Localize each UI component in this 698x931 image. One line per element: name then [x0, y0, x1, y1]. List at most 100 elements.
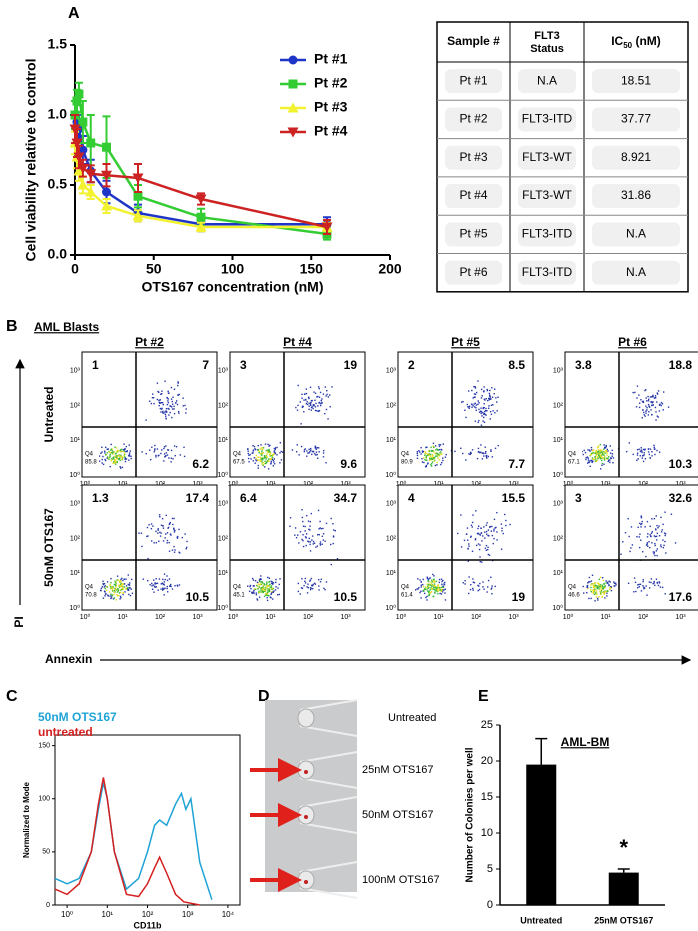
event-dot	[591, 574, 594, 576]
event-dot	[647, 533, 649, 535]
quadrant-value: 1.3	[92, 491, 109, 505]
event-dot	[318, 410, 321, 412]
event-dot	[609, 457, 612, 459]
event-dot	[124, 458, 126, 460]
event-dot	[114, 588, 116, 590]
event-dot	[665, 552, 667, 554]
event-dot	[437, 590, 439, 592]
event-dot	[477, 589, 479, 592]
x-tick-label: 25nM OTS167	[594, 915, 653, 925]
event-dot	[417, 578, 419, 580]
event-dot	[480, 397, 483, 399]
event-dot	[427, 584, 430, 586]
event-dot	[477, 543, 480, 545]
y-tick-label: 10⁰	[69, 471, 80, 479]
event-dot	[472, 587, 474, 590]
event-dot	[590, 584, 592, 586]
event-dot	[158, 404, 160, 407]
q4-value: 67.5	[233, 460, 245, 466]
event-dot	[597, 457, 599, 460]
event-dot	[608, 584, 610, 587]
event-dot	[654, 453, 656, 456]
event-dot	[254, 588, 257, 591]
event-dot	[661, 403, 664, 405]
event-dot	[263, 595, 266, 597]
x-axis-label: Annexin	[45, 652, 92, 666]
data-point	[132, 173, 144, 184]
event-dot	[597, 451, 599, 453]
event-dot	[658, 404, 661, 406]
event-dot	[321, 401, 323, 404]
event-dot	[258, 591, 261, 594]
event-dot	[305, 402, 308, 405]
event-dot	[590, 449, 593, 451]
x-tick-label: 10⁰	[396, 480, 407, 488]
quadrant-value: 10.3	[669, 457, 693, 471]
event-dot	[173, 531, 176, 533]
event-dot	[599, 443, 602, 446]
event-dot	[260, 587, 262, 589]
event-dot	[166, 585, 169, 588]
event-dot	[489, 418, 491, 420]
event-dot	[428, 453, 431, 455]
table-cell: N.A	[626, 227, 646, 241]
y-tick-label: 10¹	[218, 437, 229, 444]
event-dot	[595, 453, 598, 455]
event-dot	[183, 446, 185, 449]
event-dot	[645, 412, 647, 414]
event-dot	[269, 596, 272, 598]
event-dot	[303, 584, 305, 587]
event-dot	[264, 590, 266, 593]
event-dot	[185, 546, 188, 549]
event-dot	[472, 397, 474, 399]
event-dot	[587, 587, 589, 590]
event-dot	[438, 578, 441, 581]
event-dot	[595, 459, 597, 461]
event-dot	[159, 531, 161, 534]
event-dot	[154, 444, 156, 447]
event-dot	[265, 584, 267, 586]
event-dot	[604, 458, 606, 460]
event-dot	[183, 455, 186, 458]
event-dot	[171, 549, 174, 551]
event-dot	[270, 580, 272, 583]
row-label: Untreated	[42, 386, 56, 442]
event-dot	[601, 457, 603, 460]
x-tick-label: 10³	[340, 481, 351, 488]
event-dot	[439, 452, 441, 454]
event-dot	[142, 578, 145, 580]
event-dot	[431, 456, 434, 459]
event-dot	[311, 400, 313, 402]
event-dot	[664, 534, 666, 537]
event-dot	[432, 573, 434, 576]
event-dot	[641, 520, 643, 523]
event-dot	[323, 587, 325, 590]
event-dot	[476, 457, 479, 460]
event-dot	[629, 550, 631, 553]
cell-shade	[518, 184, 576, 209]
event-dot	[420, 590, 422, 592]
event-dot	[333, 529, 335, 531]
event-dot	[102, 597, 105, 599]
x-tick-label: 10¹	[117, 481, 128, 488]
event-dot	[482, 411, 484, 414]
event-dot	[428, 594, 430, 597]
event-dot	[660, 404, 662, 407]
event-dot	[608, 580, 610, 582]
event-dot	[297, 590, 300, 593]
event-dot	[260, 444, 262, 446]
event-dot	[294, 527, 297, 529]
event-dot	[122, 593, 124, 596]
event-dot	[643, 586, 645, 589]
event-dot	[160, 408, 163, 410]
event-dot	[427, 453, 429, 455]
event-dot	[157, 528, 159, 530]
event-dot	[462, 452, 464, 455]
x-tick-label: 10³	[675, 481, 686, 488]
event-dot	[166, 587, 168, 590]
event-dot	[258, 456, 260, 458]
event-dot	[638, 583, 640, 586]
event-dot	[168, 457, 170, 459]
event-dot	[272, 582, 275, 584]
table-cell: FLT3-WT	[522, 188, 572, 202]
